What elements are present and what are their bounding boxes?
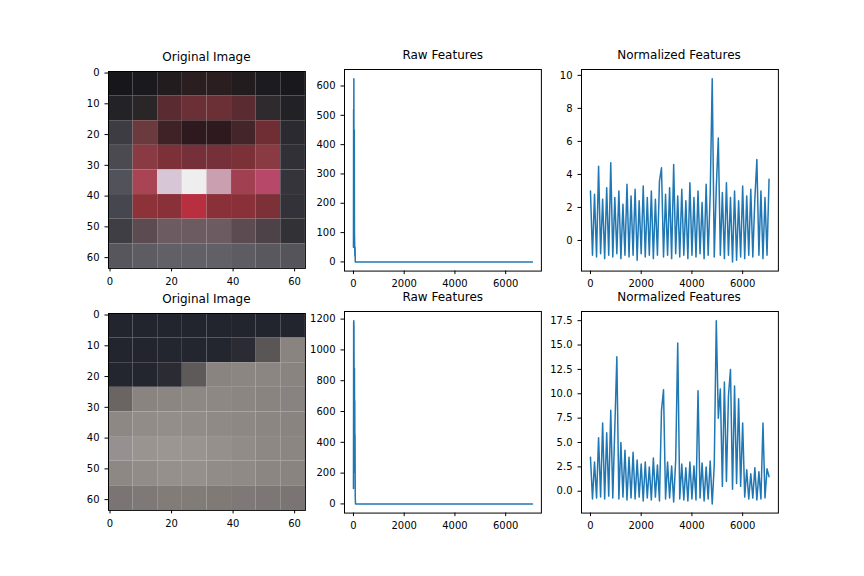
html-text:Original Image: Original Image bbox=[162, 50, 251, 65]
svg-text:2000: 2000 bbox=[628, 278, 653, 289]
svg-text:0: 0 bbox=[107, 276, 113, 287]
svg-text:20: 20 bbox=[87, 129, 100, 140]
svg-text:7.5: 7.5 bbox=[556, 412, 572, 423]
svg-text:40: 40 bbox=[227, 276, 240, 287]
svg-text:20: 20 bbox=[165, 518, 178, 529]
svg-text:2000: 2000 bbox=[392, 520, 417, 531]
svg-text:50: 50 bbox=[87, 221, 100, 232]
svg-text:2: 2 bbox=[566, 202, 572, 213]
svg-text:0: 0 bbox=[329, 256, 335, 267]
svg-text:300: 300 bbox=[317, 168, 336, 179]
svg-text:6000: 6000 bbox=[730, 278, 755, 289]
svg-text:30: 30 bbox=[87, 160, 100, 171]
svg-text:10.0: 10.0 bbox=[550, 388, 572, 399]
svg-text:10: 10 bbox=[87, 340, 100, 351]
svg-text:60: 60 bbox=[87, 252, 100, 263]
svg-text:600: 600 bbox=[317, 80, 336, 91]
svg-text:0: 0 bbox=[93, 309, 99, 320]
svg-text:4000: 4000 bbox=[679, 278, 704, 289]
html-text:Raw Features: Raw Features bbox=[402, 48, 484, 63]
svg-text:100: 100 bbox=[317, 227, 336, 238]
svg-text:20: 20 bbox=[165, 276, 178, 287]
svg-text:30: 30 bbox=[87, 402, 100, 413]
svg-text:0: 0 bbox=[107, 518, 113, 529]
svg-text:17.5: 17.5 bbox=[550, 315, 572, 326]
svg-text:800: 800 bbox=[317, 375, 336, 386]
svg-text:6000: 6000 bbox=[493, 278, 518, 289]
svg-text:1000: 1000 bbox=[310, 344, 335, 355]
html-text:Normalized Features: Normalized Features bbox=[617, 289, 741, 304]
html-text:Original Image: Original Image bbox=[162, 292, 251, 307]
svg-text:6000: 6000 bbox=[730, 520, 755, 531]
svg-text:60: 60 bbox=[87, 494, 100, 505]
svg-text:50: 50 bbox=[87, 463, 100, 474]
svg-text:0: 0 bbox=[566, 235, 572, 246]
svg-text:60: 60 bbox=[288, 276, 301, 287]
svg-text:400: 400 bbox=[317, 139, 336, 150]
svg-text:4000: 4000 bbox=[443, 520, 468, 531]
svg-text:6000: 6000 bbox=[493, 520, 518, 531]
svg-text:0: 0 bbox=[587, 520, 593, 531]
svg-text:4000: 4000 bbox=[443, 278, 468, 289]
svg-text:0: 0 bbox=[587, 278, 593, 289]
svg-text:4000: 4000 bbox=[679, 520, 704, 531]
html-text:Raw Features: Raw Features bbox=[402, 289, 484, 304]
html-text:Normalized Features: Normalized Features bbox=[617, 48, 741, 63]
svg-text:2.5: 2.5 bbox=[556, 461, 572, 472]
svg-text:5.0: 5.0 bbox=[556, 437, 572, 448]
svg-text:4: 4 bbox=[566, 169, 572, 180]
svg-text:2000: 2000 bbox=[392, 278, 417, 289]
svg-text:10: 10 bbox=[559, 70, 572, 81]
svg-text:20: 20 bbox=[87, 371, 100, 382]
svg-text:2000: 2000 bbox=[628, 520, 653, 531]
svg-text:0: 0 bbox=[329, 498, 335, 509]
svg-text:40: 40 bbox=[87, 191, 100, 202]
svg-text:10: 10 bbox=[87, 98, 100, 109]
svg-text:40: 40 bbox=[227, 518, 240, 529]
svg-text:8: 8 bbox=[566, 103, 572, 114]
svg-text:0: 0 bbox=[93, 68, 99, 79]
svg-text:12.5: 12.5 bbox=[550, 363, 572, 374]
svg-text:1200: 1200 bbox=[310, 313, 335, 324]
svg-text:200: 200 bbox=[317, 198, 336, 209]
svg-text:200: 200 bbox=[317, 467, 336, 478]
svg-text:40: 40 bbox=[87, 433, 100, 444]
svg-text:6: 6 bbox=[566, 136, 572, 147]
svg-text:0: 0 bbox=[351, 520, 357, 531]
svg-text:400: 400 bbox=[317, 436, 336, 447]
svg-text:0: 0 bbox=[351, 278, 357, 289]
svg-text:600: 600 bbox=[317, 406, 336, 417]
svg-text:60: 60 bbox=[288, 518, 301, 529]
svg-text:15.0: 15.0 bbox=[550, 339, 572, 350]
svg-text:0.0: 0.0 bbox=[556, 485, 572, 496]
svg-text:500: 500 bbox=[317, 110, 336, 121]
